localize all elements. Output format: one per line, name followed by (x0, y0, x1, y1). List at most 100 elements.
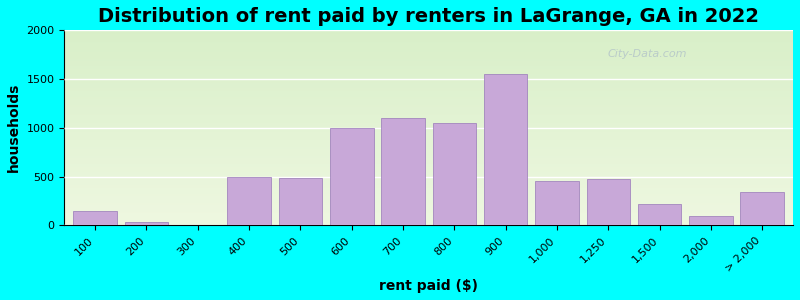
Bar (64, 217, 793, 218)
Bar (64, 169, 793, 170)
Bar (64, 124, 793, 125)
Bar (64, 210, 793, 211)
Bar (64, 158, 793, 159)
Bar (64, 55, 793, 56)
Bar (64, 90, 793, 91)
Y-axis label: households: households (7, 83, 21, 172)
Bar (64, 32, 793, 33)
Bar (64, 76, 793, 77)
Bar (74, 211, 117, 225)
Bar (64, 184, 793, 185)
Bar (64, 81, 793, 82)
Bar (64, 105, 793, 106)
Bar (64, 174, 793, 175)
Bar (64, 64, 793, 65)
Bar (64, 140, 793, 142)
Bar (64, 77, 793, 78)
Bar (64, 113, 793, 114)
Bar (64, 204, 793, 205)
Bar (64, 146, 793, 147)
Bar (64, 46, 793, 47)
Bar (64, 183, 793, 184)
Bar (64, 221, 793, 222)
Bar (64, 177, 793, 178)
Bar (64, 65, 793, 66)
Bar (64, 152, 793, 153)
Bar (64, 136, 793, 138)
Bar (64, 179, 793, 181)
X-axis label: rent paid ($): rent paid ($) (379, 279, 478, 293)
Bar (64, 172, 793, 173)
Bar (64, 118, 793, 119)
Bar (64, 38, 793, 39)
Bar (64, 84, 793, 85)
Bar (64, 107, 793, 108)
Bar (64, 134, 793, 135)
Bar (64, 189, 793, 190)
Bar (64, 176, 793, 177)
Bar (64, 170, 793, 171)
Bar (227, 177, 271, 225)
Bar (64, 52, 793, 53)
Bar (64, 31, 793, 32)
Bar (125, 222, 168, 225)
Bar (64, 66, 793, 67)
Bar (64, 62, 793, 63)
Bar (64, 43, 793, 44)
Bar (64, 198, 793, 199)
Bar (64, 185, 793, 186)
Bar (64, 178, 793, 179)
Bar (64, 139, 793, 140)
Bar (64, 47, 793, 48)
Bar (64, 44, 793, 45)
Bar (64, 200, 793, 201)
Bar (64, 54, 793, 55)
Bar (64, 168, 793, 169)
Bar (64, 161, 793, 162)
Bar (64, 214, 793, 216)
Bar (64, 164, 793, 165)
Bar (64, 56, 793, 57)
Bar (64, 63, 793, 64)
Bar (64, 216, 793, 217)
Bar (64, 68, 793, 69)
Bar (64, 131, 793, 132)
Bar (64, 61, 793, 62)
Bar (64, 166, 793, 167)
Bar (64, 42, 793, 43)
Bar (64, 58, 793, 59)
Bar (64, 115, 793, 116)
Bar (64, 224, 793, 225)
Bar (64, 213, 793, 214)
Bar (64, 49, 793, 50)
Bar (64, 103, 793, 104)
Bar (64, 165, 793, 166)
Bar (64, 70, 793, 71)
Bar (64, 201, 793, 202)
Bar (64, 192, 793, 193)
Bar (64, 39, 793, 40)
Bar (64, 156, 793, 157)
Bar (64, 104, 793, 105)
Bar (64, 157, 793, 158)
Bar (64, 72, 793, 73)
Bar (64, 78, 793, 79)
Bar (64, 117, 793, 118)
Bar (64, 119, 793, 120)
Bar (64, 121, 793, 122)
Bar (64, 102, 793, 104)
Bar (64, 173, 793, 174)
Bar (64, 83, 793, 84)
Bar (64, 96, 793, 97)
Bar (64, 108, 793, 109)
Bar (64, 195, 793, 196)
Bar (64, 36, 793, 37)
Bar (64, 116, 793, 117)
Bar (64, 110, 793, 111)
Bar (64, 190, 793, 191)
Bar (689, 216, 733, 225)
Bar (64, 69, 793, 70)
Bar (64, 197, 793, 198)
Bar (64, 218, 793, 220)
Bar (64, 153, 793, 154)
